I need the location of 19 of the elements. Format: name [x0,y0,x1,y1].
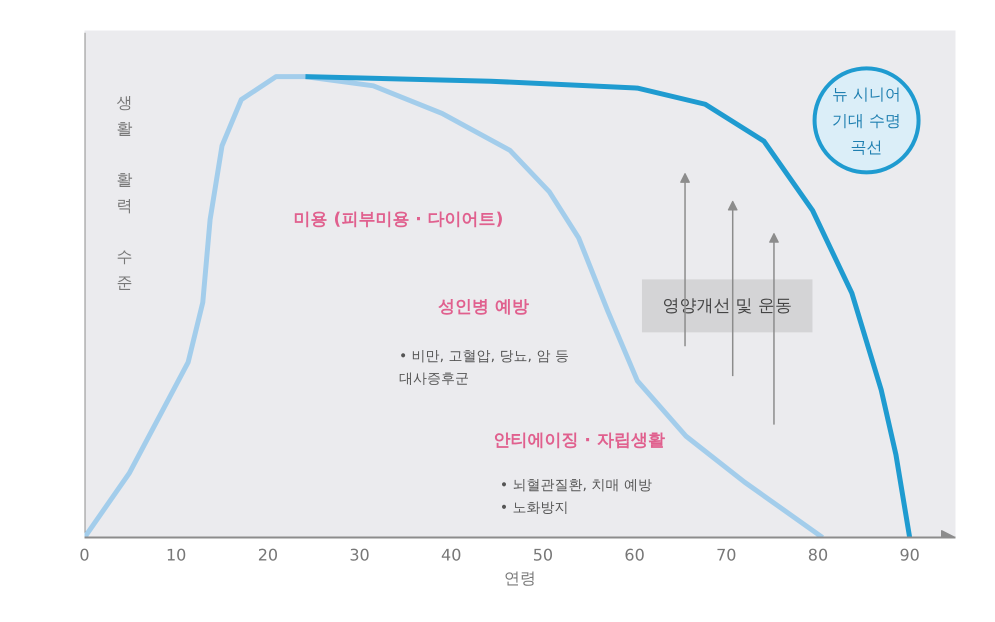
x-tick-label: 80 [808,546,828,564]
x-tick-label: 20 [258,546,278,564]
x-tick-label: 0 [79,546,90,564]
annotation: 미용 (피부미용 · 다이어트) [294,209,504,230]
x-tick-label: 70 [716,546,736,564]
annotation: • 비만, 고혈압, 당뇨, 암 등 대사증후군 [398,348,569,387]
annotation: 안티에이징 · 자립생활 [493,430,665,451]
annotation: • 뇌혈관질환, 치매 예방 • 노화방지 [500,478,652,516]
x-tick-label: 50 [532,546,554,564]
x-tick-label: 40 [441,546,462,564]
x-axis-title: 연령 [504,568,536,588]
annotation: 영양개선 및 운동 [662,296,792,316]
annotation: 성인병 예방 [438,297,529,318]
annotation: 뉴 시니어 기대 수명 곡선 [832,84,902,156]
x-tick-label: 60 [624,546,645,564]
x-tick-label: 30 [349,546,370,564]
text: 생활 활력 수준 [116,93,132,292]
x-tick-label: 90 [899,546,920,564]
x-tick-label: 10 [166,546,186,564]
